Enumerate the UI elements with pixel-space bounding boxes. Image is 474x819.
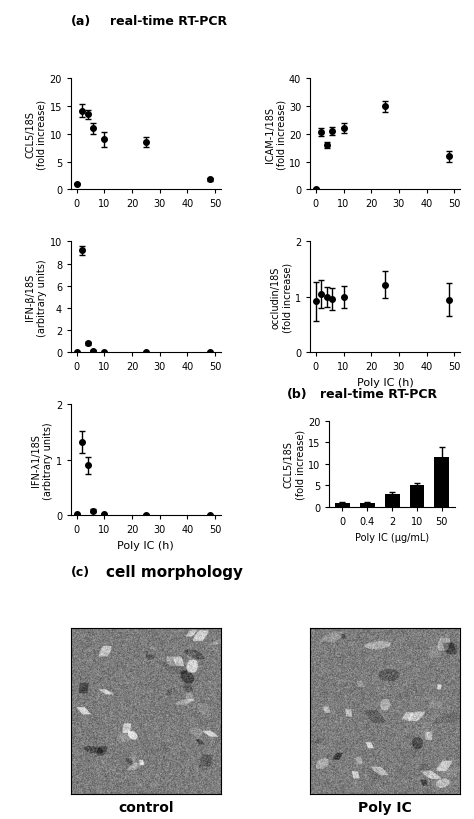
Y-axis label: occludin/18S
(fold increase): occludin/18S (fold increase) <box>271 262 292 333</box>
Text: (c): (c) <box>71 565 90 578</box>
Text: real-time RT-PCR: real-time RT-PCR <box>110 16 227 29</box>
Text: cell morphology: cell morphology <box>106 564 243 579</box>
Y-axis label: IFN-λ1/18S
(arbitrary units): IFN-λ1/18S (arbitrary units) <box>31 422 53 499</box>
Y-axis label: CCL5/18S
(fold increase): CCL5/18S (fold increase) <box>283 429 305 500</box>
Bar <box>335 503 350 508</box>
Y-axis label: IFN-β/18S
(arbitrary units): IFN-β/18S (arbitrary units) <box>26 259 47 337</box>
Text: (b): (b) <box>287 387 307 400</box>
X-axis label: Poly IC (h): Poly IC (h) <box>356 378 413 387</box>
Text: real-time RT-PCR: real-time RT-PCR <box>320 387 437 400</box>
X-axis label: control: control <box>118 800 173 814</box>
Bar <box>385 494 400 508</box>
X-axis label: Poly IC: Poly IC <box>358 800 412 814</box>
Bar <box>410 486 424 508</box>
Y-axis label: ICAM-1/18S
(fold increase): ICAM-1/18S (fold increase) <box>264 100 286 170</box>
Bar <box>360 503 375 508</box>
Text: (a): (a) <box>71 16 91 29</box>
X-axis label: Poly IC (μg/mL): Poly IC (μg/mL) <box>355 532 429 542</box>
Y-axis label: CCL5/18S
(fold increase): CCL5/18S (fold increase) <box>25 100 47 170</box>
X-axis label: Poly IC (h): Poly IC (h) <box>118 540 174 550</box>
Bar <box>434 458 449 508</box>
